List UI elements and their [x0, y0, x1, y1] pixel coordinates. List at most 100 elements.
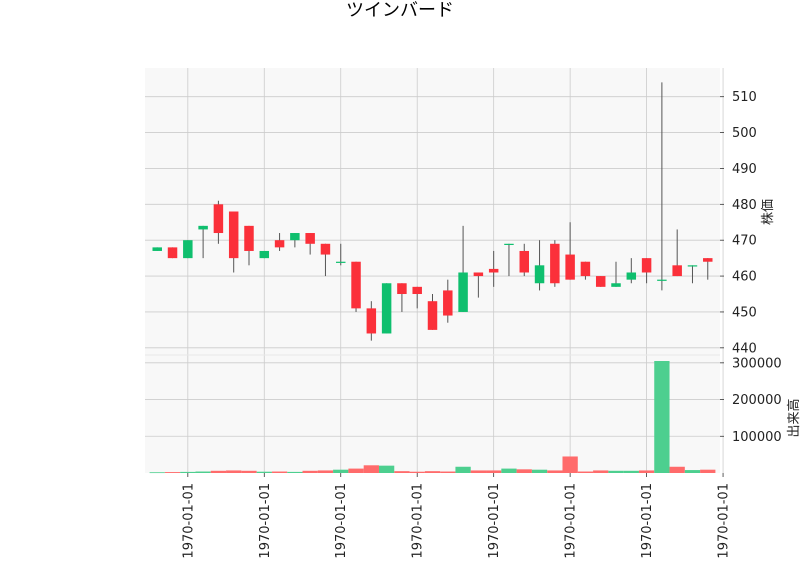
candle-body — [550, 243, 560, 284]
candle-body — [381, 283, 392, 334]
volume-bars — [149, 361, 716, 474]
chart-title: ツインバード — [346, 0, 454, 21]
candle-body — [259, 250, 270, 259]
volume-bar — [455, 466, 471, 473]
candle-body — [183, 240, 193, 259]
volume-bar — [302, 470, 318, 473]
volume-bar — [638, 470, 655, 473]
volume-bar — [333, 469, 349, 473]
candle-body — [458, 272, 468, 312]
volume-bar — [226, 470, 242, 473]
candle-body — [274, 240, 285, 248]
candle-body — [228, 211, 239, 259]
volume-bar — [271, 471, 288, 473]
volume-bar — [623, 470, 639, 473]
price-tick-label: 500 — [732, 126, 757, 141]
date-axis-ticks: 1970-01-01 1970-01-01 1970-01-01 1970-01-01… — [181, 473, 732, 559]
volume-bar — [440, 471, 456, 473]
volume-bar — [210, 470, 227, 473]
candle-body — [152, 247, 162, 251]
candle-body — [198, 225, 208, 230]
volume-tick-label: 200000 — [732, 393, 782, 408]
volume-bar — [593, 470, 609, 473]
candle-body — [443, 290, 453, 316]
price-axis-ticks: 440 450 460 470 480 490 500 510 — [720, 90, 757, 356]
volume-bar — [363, 465, 379, 473]
date-tick-label: 1970-01-01 — [411, 483, 426, 559]
price-tick-label: 470 — [732, 234, 757, 249]
date-tick-label: 1970-01-01 — [564, 483, 579, 559]
candle-body — [504, 243, 514, 245]
volume-bar — [577, 471, 594, 473]
volume-bar — [547, 470, 563, 473]
candle-body — [672, 265, 682, 277]
price-tick-label: 510 — [732, 90, 757, 105]
date-tick-label: 1970-01-01 — [334, 483, 349, 559]
volume-bar — [256, 471, 272, 473]
candle-body — [641, 258, 652, 273]
volume-bar — [531, 469, 548, 473]
candle-body — [626, 272, 637, 280]
candle-body — [320, 243, 331, 255]
candle-body — [427, 301, 438, 330]
volume-bar — [516, 469, 532, 473]
volume-bar — [409, 471, 425, 473]
volume-bar — [424, 471, 441, 473]
volume-bar — [164, 472, 181, 473]
volume-bar — [180, 471, 196, 473]
price-axis-label: 株価 — [761, 199, 776, 225]
candle-body — [534, 265, 545, 284]
volume-bar — [608, 470, 624, 473]
candle-body — [565, 254, 575, 280]
date-tick-label: 1970-01-01 — [258, 483, 273, 559]
volume-panel-background — [145, 355, 720, 473]
date-tick-label: 1970-01-01 — [487, 483, 502, 559]
volume-tick-label: 300000 — [732, 356, 782, 371]
price-tick-label: 440 — [732, 341, 757, 356]
volume-bar — [195, 471, 211, 473]
volume-bar — [700, 469, 716, 473]
volume-bar — [241, 470, 257, 473]
candle-body — [397, 283, 407, 295]
volume-bar — [669, 466, 685, 473]
price-tick-label: 450 — [732, 305, 757, 320]
volume-bar — [394, 471, 410, 473]
candle-body — [412, 286, 422, 295]
candle-body — [488, 268, 499, 273]
volume-axis-ticks: 100000 200000 300000 — [720, 356, 782, 445]
volume-bar — [348, 468, 364, 473]
candle-body — [336, 261, 346, 263]
price-tick-label: 480 — [732, 198, 757, 213]
volume-bar — [149, 472, 165, 474]
volume-bar — [317, 470, 334, 473]
candle-body — [473, 272, 484, 277]
candle-body — [213, 204, 224, 234]
volume-bar — [378, 465, 395, 473]
candle-body — [244, 225, 254, 251]
price-tick-label: 460 — [732, 270, 757, 285]
date-tick-label: 1970-01-01 — [181, 483, 196, 559]
price-tick-label: 490 — [732, 162, 757, 177]
candlesticks — [152, 82, 713, 341]
candle-body — [366, 308, 377, 334]
grid-lines — [145, 68, 724, 473]
candle-body — [290, 233, 300, 241]
volume-tick-label: 100000 — [732, 430, 782, 445]
candle-body — [351, 261, 361, 309]
candle-body — [305, 233, 315, 244]
volume-bar — [654, 361, 670, 473]
candle-body — [611, 283, 621, 287]
volume-bar — [562, 456, 578, 473]
candle-body — [519, 250, 529, 273]
candle-body — [687, 265, 698, 267]
volume-bar — [287, 471, 303, 473]
candle-body — [657, 279, 667, 281]
volume-axis-label: 出来高 — [786, 398, 800, 437]
candle-body — [580, 261, 591, 277]
candle-body — [703, 258, 713, 262]
date-tick-label: 1970-01-01 — [640, 483, 655, 559]
volume-bar — [684, 470, 701, 473]
volume-bar — [486, 470, 502, 473]
date-tick-label: 1970-01-01 — [717, 483, 732, 559]
